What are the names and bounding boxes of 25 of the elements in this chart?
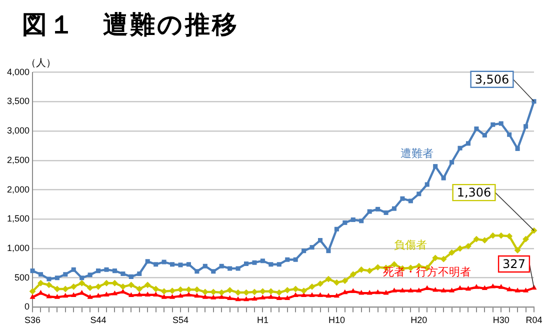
y-tick-label: 1,500 [6,214,30,224]
chart-title: 図１ 遭難の推移 [22,9,239,41]
annotation: 3,506 [474,72,510,87]
series-label: 負傷者 [394,238,428,252]
y-tick-label: 500 [14,272,30,282]
y-tick-label: 2,000 [6,184,30,194]
x-tick-label: H30 [492,315,510,326]
y-tick-label: 2,500 [6,154,30,165]
y-tick-label: 4,000 [6,66,30,77]
y-tick-label: 3,000 [6,126,30,136]
series-label: 遭難者 [400,146,434,160]
annotation: 327 [502,257,526,272]
x-tick-label: S36 [24,315,41,326]
y-tick-label: 1,000 [6,242,30,253]
x-tick-label: H20 [410,315,428,326]
series-label: 死者・行方不明者 [383,265,472,278]
x-tick-label: H1 [256,315,268,326]
y-axis-title: （人） [26,57,56,69]
x-tick-label: S44 [90,315,106,326]
x-tick-label: H10 [328,315,345,326]
x-tick-label: R04 [526,315,542,326]
y-tick-label: 0 [24,302,30,312]
annotation: 1,306 [456,186,492,200]
x-tick-label: S54 [172,315,189,326]
y-tick-label: 3,500 [6,96,30,106]
